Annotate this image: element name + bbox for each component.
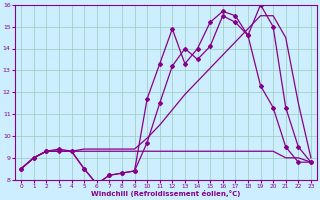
X-axis label: Windchill (Refroidissement éolien,°C): Windchill (Refroidissement éolien,°C) (91, 190, 241, 197)
